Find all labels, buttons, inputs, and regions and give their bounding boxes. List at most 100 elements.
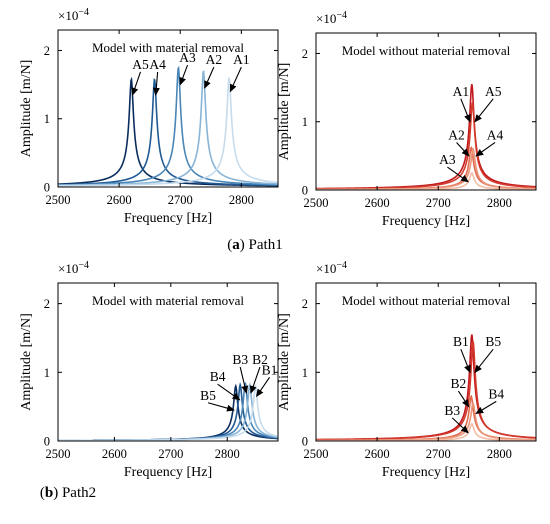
annotation-a5: A5 — [485, 84, 502, 99]
annotation-arrow — [204, 66, 215, 89]
series-a5 — [58, 76, 278, 187]
series-b1 — [58, 384, 278, 441]
annotation-a5: A5 — [132, 57, 149, 72]
annotation-b2: B2 — [252, 352, 268, 367]
annotation-b4: B4 — [210, 369, 226, 384]
x-axis-label: Frequency [Hz] — [382, 465, 470, 480]
chart-panel-1: 2500 2600 2700 2800 0 1 2 ×10−4 Frequency [Hz] Am… — [19, 7, 279, 226]
axis-multiplier-exponent: −4 — [78, 7, 89, 18]
annotation-arrow — [152, 71, 160, 96]
caption-a-letter: a — [232, 237, 240, 253]
x-tick-label: 2600 — [107, 193, 132, 207]
chart-panel-4: 2500 2600 2700 2800 0 1 2 ×10−4 Frequency [Hz] Am… — [277, 260, 537, 480]
x-axis-label: Frequency [Hz] — [382, 214, 470, 229]
y-tick-label: 1 — [44, 366, 50, 380]
annotation-arrow — [239, 366, 249, 394]
y-tick-label: 2 — [302, 47, 308, 61]
x-tick-label: 2500 — [304, 447, 329, 461]
annotation-arrow — [475, 400, 497, 415]
annotation-arrow — [460, 98, 471, 123]
axis-multiplier-base: ×10 — [58, 261, 78, 276]
chart-title: Model with material removal — [92, 40, 244, 55]
axis-multiplier-base: ×10 — [316, 261, 336, 276]
y-tick-label: 1 — [44, 112, 50, 126]
y-tick-label: 0 — [302, 435, 308, 449]
annotation-a2: A2 — [448, 127, 465, 142]
x-tick-label: 2600 — [102, 447, 127, 461]
annotation-arrow — [457, 390, 470, 408]
axis-multiplier: ×10−4 — [58, 260, 89, 276]
series-a5 — [316, 101, 536, 190]
caption-b: (b) Path2 — [40, 485, 96, 501]
annotation-arrow — [456, 142, 470, 157]
series-a1 — [58, 77, 278, 187]
caption-b-text: Path2 — [62, 485, 96, 501]
y-axis-label: Amplitude [m/N] — [277, 313, 292, 411]
y-tick-label: 2 — [44, 297, 50, 311]
x-tick-label: 2800 — [229, 193, 254, 207]
chart-title: Model without material removal — [342, 43, 511, 58]
y-axis-label: Amplitude [m/N] — [19, 60, 34, 158]
y-tick-label: 0 — [44, 435, 50, 449]
annotation-a4: A4 — [487, 127, 504, 142]
series-a2 — [58, 70, 278, 187]
annotation-b3: B3 — [444, 403, 460, 418]
caption-b-letter: b — [45, 485, 53, 501]
x-tick-label: 2500 — [46, 447, 71, 461]
annotation-arrow — [474, 98, 494, 123]
y-axis-label: Amplitude [m/N] — [277, 63, 292, 161]
annotation-arrow — [249, 366, 261, 394]
annotation-arrow — [255, 377, 270, 398]
annotation-a4: A4 — [149, 57, 166, 72]
annotation-arrow — [447, 166, 469, 183]
annotation-b1: B1 — [453, 334, 469, 349]
series-b5 — [58, 383, 278, 441]
x-axis-label: Frequency [Hz] — [124, 211, 212, 226]
axis-multiplier: ×10−4 — [316, 260, 347, 276]
y-tick-label: 0 — [302, 184, 308, 198]
annotation-arrow — [131, 71, 142, 96]
annotation-b2: B2 — [451, 376, 467, 391]
axes-frame — [315, 282, 537, 442]
axis-multiplier: ×10−4 — [58, 7, 89, 23]
annotation-arrow — [229, 66, 242, 93]
annotation-b5: B5 — [200, 388, 216, 403]
x-tick-label: 2800 — [215, 447, 240, 461]
axes-frame — [57, 29, 279, 188]
x-tick-label: 2800 — [487, 447, 512, 461]
annotation-b4: B4 — [488, 386, 504, 401]
x-tick-label: 2700 — [426, 447, 451, 461]
axis-multiplier-exponent: −4 — [336, 260, 347, 271]
annotation-a3: A3 — [439, 152, 456, 167]
chart-panel-3: 2500 2600 2700 2800 0 1 2 ×10−4 Frequency [Hz] Am… — [19, 260, 279, 480]
axis-multiplier: ×10−4 — [316, 10, 347, 26]
annotation-b5: B5 — [485, 334, 501, 349]
annotation-arrow — [207, 402, 235, 412]
y-tick-label: 2 — [302, 297, 308, 311]
x-tick-label: 2700 — [168, 193, 193, 207]
chart-panel-2: 2500 2600 2700 2800 0 1 2 ×10−4 Frequency [Hz] Am… — [277, 10, 537, 229]
annotation-a1: A1 — [233, 52, 250, 67]
series-a4 — [58, 78, 278, 187]
annotation-arrow — [179, 64, 189, 86]
x-tick-label: 2500 — [46, 193, 71, 207]
x-tick-label: 2600 — [365, 447, 390, 461]
annotation-b1: B1 — [262, 362, 278, 377]
caption-a: (a) Path1 — [227, 237, 282, 253]
x-axis-label: Frequency [Hz] — [124, 465, 212, 480]
series-a3 — [58, 65, 278, 186]
x-tick-label: 2700 — [158, 447, 183, 461]
annotation-b3: B3 — [232, 352, 248, 367]
annotation-arrow — [474, 348, 494, 374]
annotation-a1: A1 — [453, 84, 470, 99]
series-group — [58, 381, 278, 441]
annotation-arrow — [460, 348, 471, 374]
annotation-a2: A2 — [206, 52, 223, 67]
y-tick-label: 0 — [44, 181, 50, 195]
caption-a-text: Path1 — [249, 237, 283, 253]
annotation-arrow — [217, 383, 241, 401]
axes-frame — [315, 32, 537, 191]
axis-multiplier-base: ×10 — [58, 8, 78, 23]
x-tick-label: 2600 — [365, 196, 390, 210]
